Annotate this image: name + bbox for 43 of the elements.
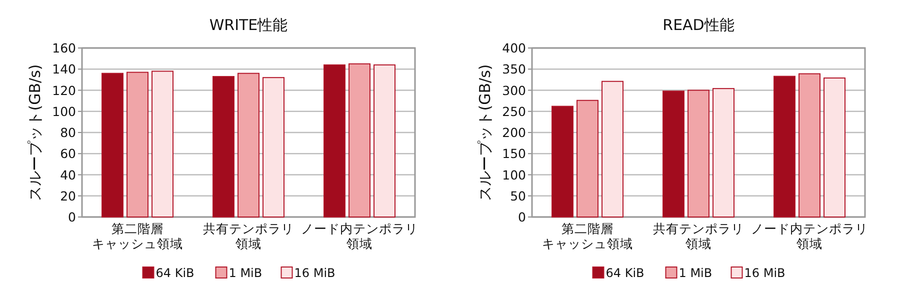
chart-title: WRITE性能: [209, 16, 288, 34]
legend-label: 16 MiB: [744, 266, 786, 280]
chart-title: READ性能: [662, 16, 734, 34]
y-tick-label: 60: [60, 146, 76, 162]
x-tick-label: 共有テンポラリ領域: [653, 221, 744, 251]
bar: [824, 78, 846, 218]
x-tick-label: ノード内テンポラリ領域: [751, 221, 868, 251]
y-tick-label: 200: [502, 125, 526, 140]
y-axis-title: スループット(GB/s): [26, 64, 44, 201]
y-tick-label: 100: [502, 167, 526, 182]
y-tick-label: 50: [510, 188, 526, 204]
y-tick-label: 400: [502, 40, 526, 56]
y-axis-title: スループット(GB/s): [476, 64, 494, 201]
x-tick-label: 第二階層キャッシュ領域: [542, 221, 633, 251]
bar: [688, 90, 710, 218]
bar: [798, 73, 820, 218]
y-tick-label: 80: [60, 125, 76, 140]
x-tick-label: 第二階層キャッシュ領域: [92, 221, 183, 251]
y-tick-label: 150: [502, 146, 526, 162]
bar: [552, 106, 574, 218]
bar: [602, 80, 624, 218]
y-tick-label: 250: [502, 104, 526, 119]
y-tick-label: 20: [60, 188, 76, 204]
legend-label: 1 MiB: [228, 266, 262, 280]
y-tick-label: 100: [52, 104, 76, 119]
y-tick-label: 40: [60, 167, 76, 182]
x-tick-label: ノード内テンポラリ領域: [301, 221, 418, 251]
y-tick-label: 120: [52, 82, 76, 98]
y-tick-label: 140: [52, 62, 76, 77]
x-tick-label: 共有テンポラリ領域: [203, 221, 294, 251]
bar: [712, 88, 734, 218]
legend-label: 64 KiB: [606, 266, 644, 280]
y-tick-label: 300: [502, 82, 526, 98]
bar: [576, 100, 598, 218]
y-tick-label: 160: [52, 40, 76, 56]
bar: [662, 90, 684, 218]
y-tick-label: 350: [502, 62, 526, 77]
y-tick-label: 0: [68, 210, 76, 224]
legend-label: 16 MiB: [294, 266, 336, 280]
y-tick-label: 0: [518, 210, 526, 224]
bar: [774, 76, 796, 218]
legend-label: 1 MiB: [678, 266, 712, 280]
legend-label: 64 KiB: [156, 266, 194, 280]
